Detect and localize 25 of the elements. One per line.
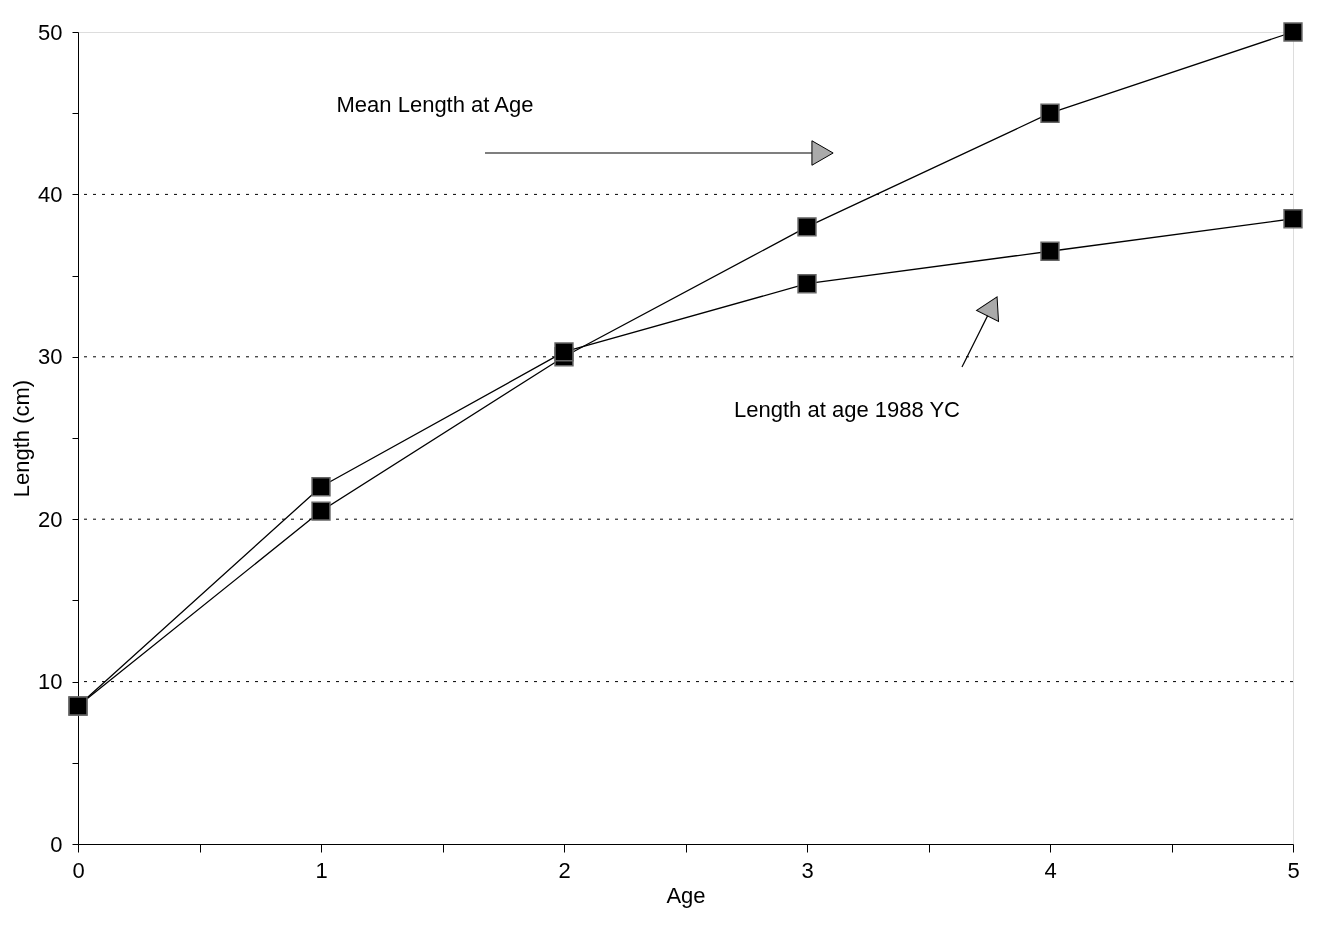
x-tick-label: 2 [558,857,571,883]
y-axis-title: Length (cm) [9,379,35,498]
x-tick-label: 4 [1044,857,1057,883]
y-tick-label: 40 [38,181,63,207]
point [1040,241,1060,261]
y-tick-label: 0 [50,831,63,857]
y-tick-label: 10 [38,669,63,695]
x-tick-label: 1 [315,857,328,883]
x-tick-label: 0 [72,857,85,883]
x-tick-label: 5 [1287,857,1300,883]
point [1283,209,1303,229]
point [797,217,817,237]
y-tick-label: 50 [38,19,63,45]
x-tick-label: 3 [801,857,814,883]
point [554,342,574,362]
annotation: Mean Length at Age [336,92,534,117]
point [797,274,817,294]
y-tick-label: 20 [38,506,63,532]
y-tick-label: 30 [38,344,63,370]
point [1283,22,1303,42]
point [1040,103,1060,123]
x-axis-title: Age [666,882,706,908]
annotation: Length at age 1988 YC [734,397,961,422]
point [311,477,331,497]
point [311,501,331,521]
